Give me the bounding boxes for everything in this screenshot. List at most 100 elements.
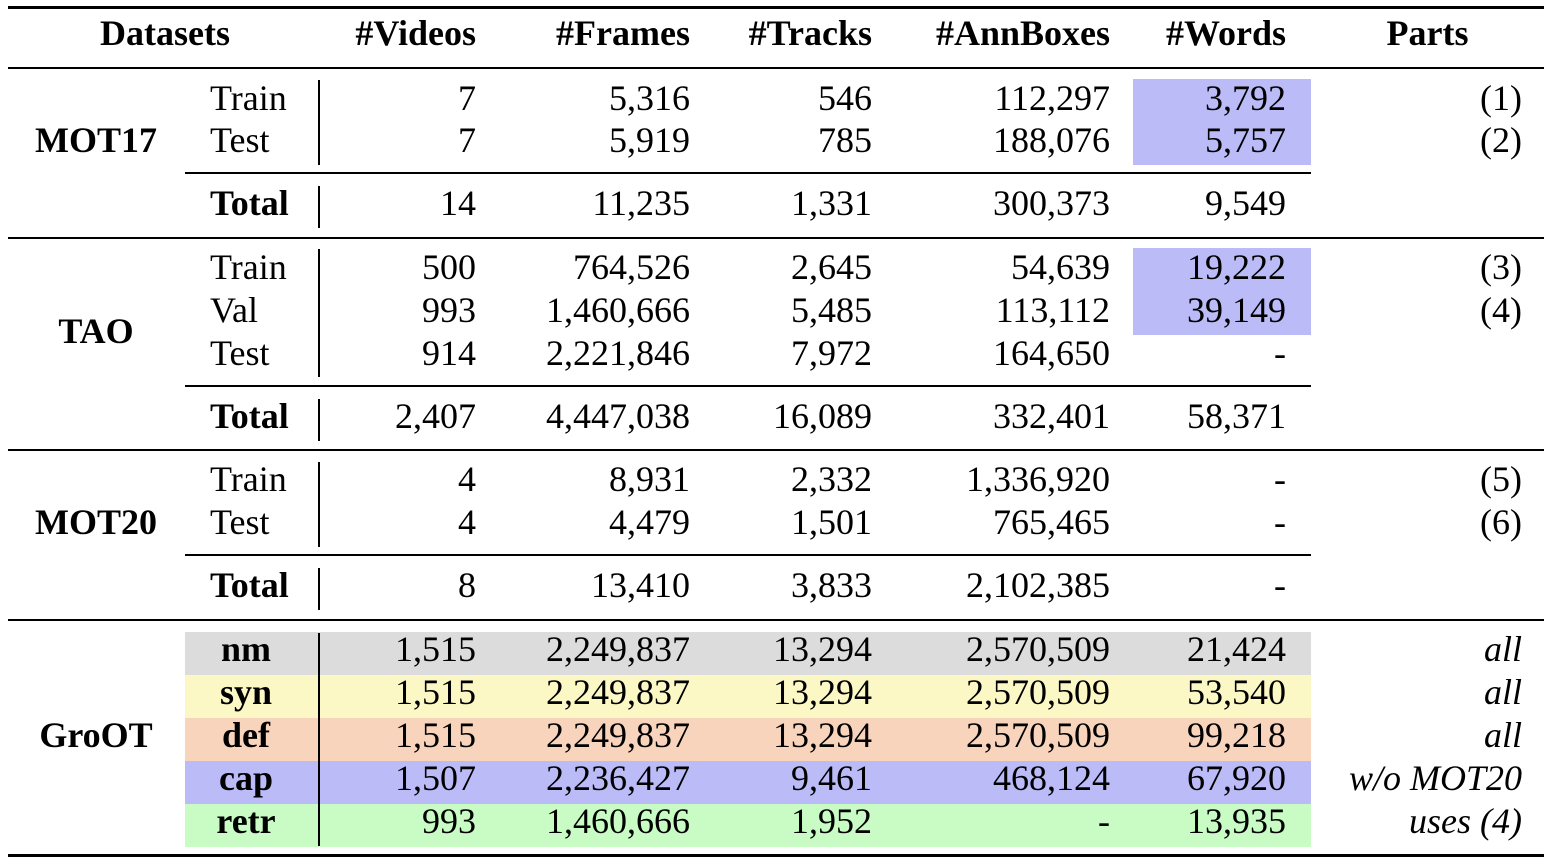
mot20-total-vrule xyxy=(318,568,320,610)
mot17-test-frames: 5,919 xyxy=(609,120,690,160)
tao-train-frames: 764,526 xyxy=(573,247,690,287)
groot-split-cap: cap xyxy=(219,758,273,798)
groot-retr-words: 13,935 xyxy=(1187,801,1286,841)
tao-val-videos: 993 xyxy=(422,290,476,330)
tao-total-vrule xyxy=(318,399,320,441)
groot-nm-annboxes: 2,570,509 xyxy=(966,629,1110,669)
tao-total-annboxes: 332,401 xyxy=(993,396,1110,436)
mot20-test-frames: 4,479 xyxy=(609,502,690,542)
groot-syn-parts: all xyxy=(1483,672,1522,712)
tao-group-label: TAO xyxy=(58,311,134,351)
groot-row-bg-nm xyxy=(185,632,1311,675)
header-words: #Words xyxy=(1165,13,1286,53)
tao-train-videos: 500 xyxy=(422,247,476,287)
groot-split-nm: nm xyxy=(220,629,271,669)
tao-total-label: Total xyxy=(210,396,289,436)
mot20-total-videos: 8 xyxy=(458,565,476,605)
groot-nm-videos: 1,515 xyxy=(395,629,476,669)
mot20-separator-rule xyxy=(8,619,1544,621)
mot17-group-label: MOT17 xyxy=(35,120,157,160)
mot20-test-parts: (6) xyxy=(1480,502,1522,542)
mot20-train-annboxes: 1,336,920 xyxy=(966,459,1110,499)
groot-split-retr: retr xyxy=(216,801,276,841)
groot-def-annboxes: 2,570,509 xyxy=(966,715,1110,755)
groot-syn-frames: 2,249,837 xyxy=(546,672,690,712)
groot-def-videos: 1,515 xyxy=(395,715,476,755)
mot17-train-tracks: 546 xyxy=(818,78,872,118)
tao-test-tracks: 7,972 xyxy=(791,333,872,373)
groot-row-bg-def xyxy=(185,718,1311,761)
tao-split-train: Train xyxy=(210,247,287,287)
groot-nm-words: 21,424 xyxy=(1187,629,1286,669)
mot17-total-annboxes: 300,373 xyxy=(993,183,1110,223)
mot20-split-train: Train xyxy=(210,459,287,499)
groot-cap-words: 67,920 xyxy=(1187,758,1286,798)
mot20-group-label: MOT20 xyxy=(35,502,157,542)
tao-test-annboxes: 164,650 xyxy=(993,333,1110,373)
tao-test-frames: 2,221,846 xyxy=(546,333,690,373)
mot17-test-parts: (2) xyxy=(1480,120,1522,160)
mot17-train-words: 3,792 xyxy=(1205,78,1286,118)
groot-syn-annboxes: 2,570,509 xyxy=(966,672,1110,712)
groot-row-bg-cap xyxy=(185,761,1311,804)
groot-row-bg-retr xyxy=(185,804,1311,847)
mot17-vrule xyxy=(318,80,320,165)
groot-cap-frames: 2,236,427 xyxy=(546,758,690,798)
mot20-total-tracks: 3,833 xyxy=(791,565,872,605)
tao-test-videos: 914 xyxy=(422,333,476,373)
groot-split-syn: syn xyxy=(219,672,273,712)
mot17-train-frames: 5,316 xyxy=(609,78,690,118)
groot-nm-frames: 2,249,837 xyxy=(546,629,690,669)
mot17-total-frames: 11,235 xyxy=(592,183,690,223)
tao-vrule xyxy=(318,249,320,377)
header-frames: #Frames xyxy=(556,13,690,53)
groot-cap-tracks: 9,461 xyxy=(791,758,872,798)
tao-val-words: 39,149 xyxy=(1187,290,1286,330)
tao-total-frames: 4,447,038 xyxy=(546,396,690,436)
header-boxes: #AnnBoxes xyxy=(935,13,1110,53)
tao-train-annboxes: 54,639 xyxy=(1011,247,1110,287)
mot20-split-test: Test xyxy=(210,502,270,542)
bottom-rule xyxy=(8,854,1544,857)
groot-syn-videos: 1,515 xyxy=(395,672,476,712)
tao-total-tracks: 16,089 xyxy=(773,396,872,436)
mot17-test-videos: 7 xyxy=(458,120,476,160)
tao-total-videos: 2,407 xyxy=(395,396,476,436)
mot20-total-label: Total xyxy=(210,565,289,605)
mot17-test-words: 5,757 xyxy=(1205,120,1286,160)
mot20-test-videos: 4 xyxy=(458,502,476,542)
mot20-test-annboxes: 765,465 xyxy=(993,502,1110,542)
header-datasets: Datasets xyxy=(100,13,230,53)
mot17-train-videos: 7 xyxy=(458,78,476,118)
groot-cap-videos: 1,507 xyxy=(395,758,476,798)
mot17-total-vrule xyxy=(318,186,320,228)
mot17-split-test: Test xyxy=(210,120,270,160)
groot-retr-tracks: 1,952 xyxy=(791,801,872,841)
tao-train-words: 19,222 xyxy=(1187,247,1286,287)
mot20-train-videos: 4 xyxy=(458,459,476,499)
groot-split-def: def xyxy=(222,715,270,755)
mot20-test-words: - xyxy=(1274,502,1286,542)
mot17-total-tracks: 1,331 xyxy=(791,183,872,223)
tao-separator-rule xyxy=(8,449,1544,451)
tao-total-rule xyxy=(185,385,1311,387)
tao-val-annboxes: 113,112 xyxy=(995,290,1110,330)
tao-train-parts: (3) xyxy=(1480,247,1522,287)
groot-retr-annboxes: - xyxy=(1098,801,1110,841)
mot20-total-frames: 13,410 xyxy=(591,565,690,605)
mot17-train-parts: (1) xyxy=(1480,78,1522,118)
mot20-total-words: - xyxy=(1274,565,1286,605)
tao-train-tracks: 2,645 xyxy=(791,247,872,287)
mot17-train-annboxes: 112,297 xyxy=(994,78,1110,118)
top-rule xyxy=(8,6,1544,9)
tao-val-parts: (4) xyxy=(1480,290,1522,330)
tao-split-test: Test xyxy=(210,333,270,373)
mot20-train-frames: 8,931 xyxy=(609,459,690,499)
mot17-test-annboxes: 188,076 xyxy=(993,120,1110,160)
mot20-train-tracks: 2,332 xyxy=(791,459,872,499)
groot-vrule xyxy=(318,633,320,846)
groot-retr-videos: 993 xyxy=(422,801,476,841)
header-rule xyxy=(8,67,1544,69)
header-parts: Parts xyxy=(1386,13,1469,53)
tao-val-frames: 1,460,666 xyxy=(546,290,690,330)
